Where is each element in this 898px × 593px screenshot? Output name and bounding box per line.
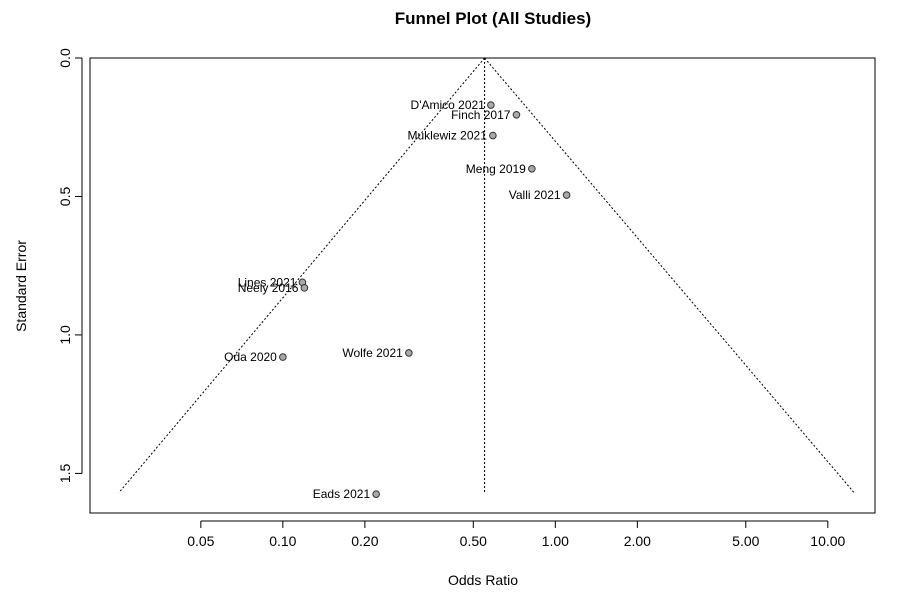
plot-area-frame [89, 57, 876, 514]
y-tick-label: 0.5 [57, 187, 73, 207]
x-tick-label: 5.00 [732, 533, 759, 549]
x-axis: 0.05 0.10 0.20 0.50 1.00 2.00 5.00 10.00 [187, 520, 846, 549]
x-tick-label: 0.50 [460, 533, 487, 549]
y-tick-label: 1.0 [57, 325, 73, 345]
x-tick-label: 1.00 [542, 533, 569, 549]
study-point [489, 131, 497, 140]
study-label: Lines 2021 [238, 275, 297, 289]
funnel-left-line [118, 57, 485, 494]
x-axis-title: Odds Ratio [448, 572, 518, 588]
study-label: Muklewiz 2021 [408, 129, 488, 143]
study-label: Valli 2021 [509, 188, 561, 202]
x-tick-label: 0.20 [351, 533, 378, 549]
y-axis-title: Standard Error [13, 240, 29, 332]
x-tick-label: 0.10 [269, 533, 296, 549]
chart-title: Funnel Plot (All Studies) [395, 9, 591, 28]
study-point [405, 349, 413, 357]
study-point [562, 191, 571, 199]
study-label: Meng 2019 [466, 162, 526, 176]
study-label: Neely 2016 [238, 281, 299, 295]
y-tick-label: 1.5 [57, 463, 73, 483]
study-label: Eads 2021 [313, 487, 371, 501]
funnel-lines [118, 57, 855, 494]
study-point [512, 110, 521, 119]
study-point [528, 164, 536, 173]
funnel-right-line [484, 57, 855, 494]
study-label: Wolfe 2021 [342, 346, 403, 360]
y-axis: 0.0 0.5 1.0 1.5 [57, 48, 83, 483]
x-tick-label: 0.05 [187, 533, 214, 549]
study-point [279, 353, 287, 361]
x-tick-label: 10.00 [810, 533, 845, 549]
y-tick-label: 0.0 [57, 48, 73, 68]
study-point [300, 284, 309, 292]
study-point [487, 101, 495, 109]
study-label: D'Amico 2021 [411, 98, 486, 112]
study-point [372, 490, 380, 498]
x-tick-label: 2.00 [624, 533, 651, 549]
study-label: Finch 2017 [451, 108, 511, 122]
study-label: Oda 2020 [224, 350, 277, 364]
